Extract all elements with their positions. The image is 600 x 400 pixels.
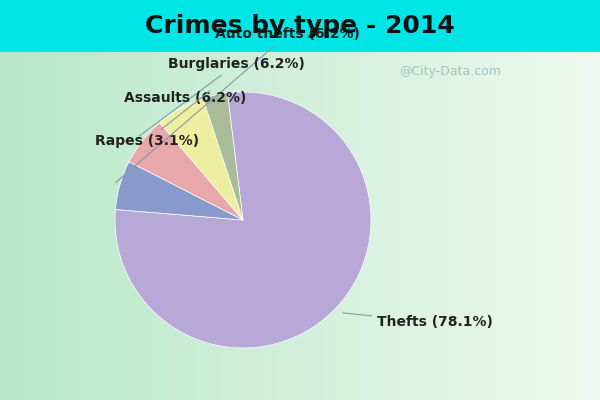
- Wedge shape: [129, 123, 243, 220]
- Wedge shape: [115, 92, 371, 348]
- Text: Assaults (6.2%): Assaults (6.2%): [124, 91, 247, 105]
- Text: Rapes (3.1%): Rapes (3.1%): [95, 91, 210, 148]
- Text: Crimes by type - 2014: Crimes by type - 2014: [145, 14, 455, 38]
- Wedge shape: [203, 93, 243, 220]
- Text: Burglaries (6.2%): Burglaries (6.2%): [139, 57, 305, 136]
- Text: Auto thefts (6.2%): Auto thefts (6.2%): [115, 27, 360, 183]
- Wedge shape: [115, 162, 243, 220]
- Wedge shape: [160, 98, 243, 220]
- Text: Thefts (78.1%): Thefts (78.1%): [343, 313, 493, 330]
- Text: @City-Data.com: @City-Data.com: [399, 66, 501, 78]
